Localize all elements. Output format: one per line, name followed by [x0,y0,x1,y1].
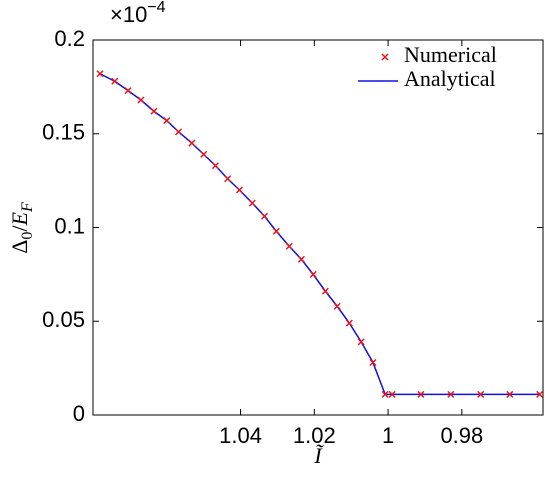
y-scale-base: ×10 [110,2,147,27]
data-point [248,199,256,207]
legend-label: Analytical [404,66,496,91]
legend-marker [381,53,389,61]
x-tick-label: 1.04 [219,423,262,448]
data-point [175,128,183,136]
data-point [388,390,396,398]
data-point [111,77,119,85]
data-point [506,390,514,398]
x-tick-label: 1 [382,423,394,448]
data-point [150,107,158,115]
data-point [224,175,232,183]
y-label-part: 0 [19,232,36,240]
data-point [285,242,293,250]
data-point [297,255,305,263]
data-point [235,186,243,194]
y-label-part: E [7,211,32,226]
y-scale-label: ×10−4 [110,0,166,27]
y-tick-label: 0.15 [42,120,85,145]
x-tick-label: 0.98 [440,423,483,448]
y-tick-label: 0.05 [42,307,85,332]
data-point [417,390,425,398]
data-point [124,87,132,95]
data-point [536,390,544,398]
data-point [369,358,377,367]
data-point [163,117,171,125]
data-point [381,390,389,398]
x-axis-label: Ĩ [313,443,324,468]
data-point [272,227,280,235]
y-tick-label: 0 [73,401,85,426]
data-point [357,338,365,346]
plot-frame [92,39,544,416]
data-point [137,96,145,104]
data-point [260,212,269,220]
data-point [188,139,196,147]
y-axis-label: Δ0/EF [7,202,36,254]
data-point [333,302,341,310]
data-point [321,287,329,295]
y-label-part: F [19,202,36,213]
data-point [447,390,455,398]
y-label-part: / [7,225,32,232]
legend-label: Numerical [404,42,497,67]
y-label-part: Δ [7,240,32,254]
data-point [211,162,219,170]
y-tick-label: 0.1 [54,213,85,238]
data-point [309,270,317,278]
x-tick-label: 1.02 [293,423,336,448]
data-point [345,319,353,327]
data-point [477,390,485,398]
data-point [200,150,208,158]
y-scale-exponent: −4 [147,0,165,16]
y-tick-label: 0.2 [54,26,85,51]
data-point [96,70,104,78]
